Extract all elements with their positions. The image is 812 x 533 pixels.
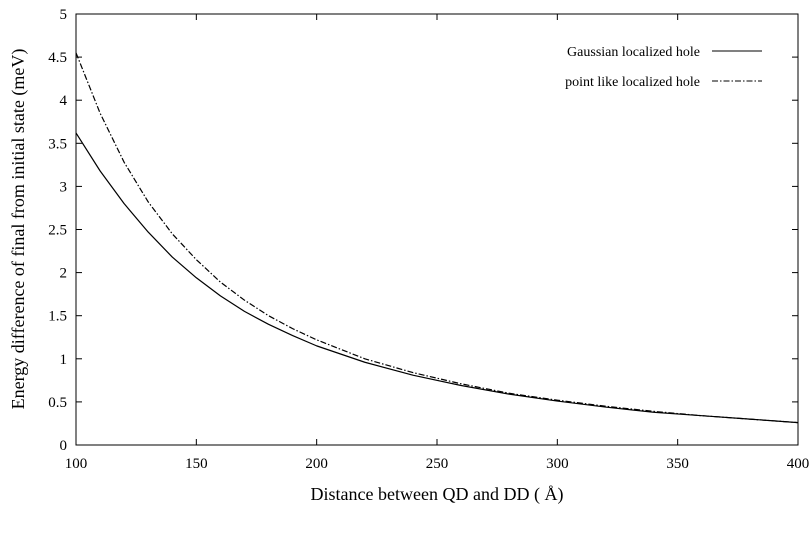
- y-tick-label-1: 0.5: [48, 395, 67, 411]
- axis-ticks: [75, 13, 799, 446]
- x-tick-label-6: 400: [787, 456, 810, 472]
- x-tick-label-3: 250: [426, 456, 449, 472]
- legend: Gaussian localized hole point like local…: [565, 45, 762, 90]
- x-tick-label-4: 300: [546, 456, 569, 472]
- y-tick-label-9: 4.5: [48, 50, 67, 66]
- y-tick-label-10: 5: [60, 7, 68, 23]
- x-tick-label-0: 100: [65, 456, 88, 472]
- y-tick-label-3: 1.5: [48, 309, 67, 325]
- y-tick-label-7: 3.5: [48, 136, 67, 152]
- y-tick-label-5: 2.5: [48, 223, 67, 239]
- x-tick-label-5: 350: [666, 456, 689, 472]
- series-line-1: [75, 52, 799, 424]
- y-tick-label-8: 4: [60, 93, 68, 109]
- y-tick-label-6: 3: [60, 179, 68, 195]
- y-tick-label-0: 0: [60, 438, 68, 454]
- x-tick-label-1: 150: [185, 456, 208, 472]
- legend-label-point-like: point like localized hole: [565, 75, 700, 90]
- legend-label-gaussian: Gaussian localized hole: [567, 45, 700, 60]
- series-line-0: [75, 132, 799, 424]
- axis-tick-labels: 100 150 200 250 300 350 400 0 0.5 1 1.5 2 2.5 3 3.5 4 4.…: [48, 7, 809, 472]
- y-tick-label-4: 2: [60, 266, 68, 282]
- series-lines: [75, 52, 799, 424]
- y-axis-title: Energy difference of final from initial …: [8, 49, 29, 410]
- y-tick-label-2: 1: [60, 352, 68, 368]
- x-tick-label-2: 200: [305, 456, 328, 472]
- x-axis-title: Distance between QD and DD ( Å): [311, 484, 564, 505]
